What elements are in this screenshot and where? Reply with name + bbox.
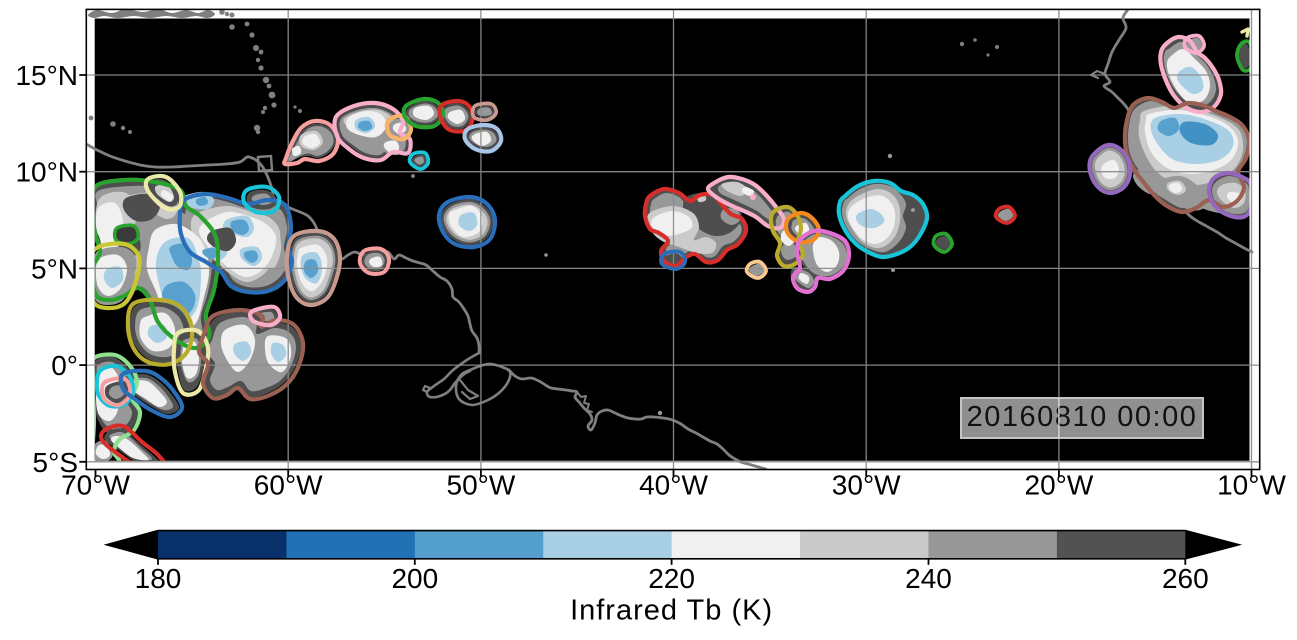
svg-text:10°W: 10°W	[1217, 470, 1286, 501]
svg-text:70°W: 70°W	[61, 470, 130, 501]
svg-text:50°W: 50°W	[447, 470, 516, 501]
svg-text:0°: 0°	[51, 350, 78, 381]
svg-text:5°N: 5°N	[31, 253, 78, 284]
svg-text:20°W: 20°W	[1025, 470, 1094, 501]
svg-text:15°N: 15°N	[15, 60, 78, 91]
svg-text:200: 200	[391, 563, 438, 594]
svg-text:10°N: 10°N	[15, 157, 78, 188]
svg-text:60°W: 60°W	[254, 470, 323, 501]
svg-text:240: 240	[905, 563, 952, 594]
svg-text:5°S: 5°S	[33, 447, 78, 478]
svg-text:30°W: 30°W	[832, 470, 901, 501]
svg-text:20160810 00:00: 20160810 00:00	[967, 401, 1198, 433]
svg-text:180: 180	[135, 563, 182, 594]
svg-text:Infrared Tb (K): Infrared Tb (K)	[570, 595, 773, 627]
svg-text:220: 220	[648, 563, 695, 594]
svg-text:40°W: 40°W	[639, 470, 708, 501]
svg-text:260: 260	[1162, 563, 1209, 594]
